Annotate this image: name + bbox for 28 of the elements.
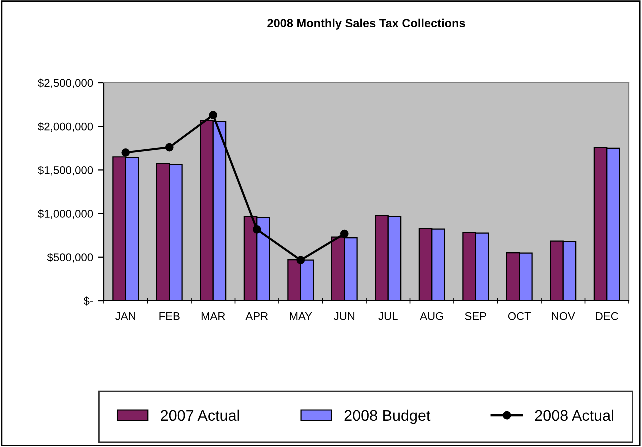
point <box>209 111 218 120</box>
x-tick-label: JUL <box>378 312 398 320</box>
x-tick-label: MAY <box>290 312 312 320</box>
legend-label: 2007 Actual <box>161 410 240 422</box>
point <box>296 256 306 265</box>
x-tick-label: JAN <box>116 312 136 320</box>
point <box>340 230 349 238</box>
x-tick-label: OCT <box>508 312 532 320</box>
y-tick-label: $2,500,000 <box>38 78 94 88</box>
x-tick-label: SEP <box>465 312 486 320</box>
point <box>165 143 174 152</box>
x-tick-label: MAR <box>202 312 226 320</box>
legend-label: 2008 Budget <box>344 410 431 424</box>
point <box>122 148 130 157</box>
chart-title: 2008 Monthly Sales Tax Collections <box>268 18 466 30</box>
y-tick-label: $2,000,000 <box>38 122 94 132</box>
point <box>252 226 262 234</box>
x-tick-label: NOV <box>552 312 576 320</box>
x-tick-label: DEC <box>596 312 618 320</box>
x-tick-label: FEB <box>160 312 180 320</box>
y-tick-label: $1,000,000 <box>38 210 94 220</box>
y-tick-label: $- <box>84 296 94 306</box>
x-tick-label: AUG <box>420 312 444 320</box>
y-tick-label: $500,000 <box>47 253 94 263</box>
y-tick-label: $1,500,000 <box>38 166 94 176</box>
x-tick-label: APR <box>246 312 268 320</box>
legend-label: 2008 Actual <box>535 410 614 422</box>
x-tick-label: JUN <box>334 312 355 320</box>
